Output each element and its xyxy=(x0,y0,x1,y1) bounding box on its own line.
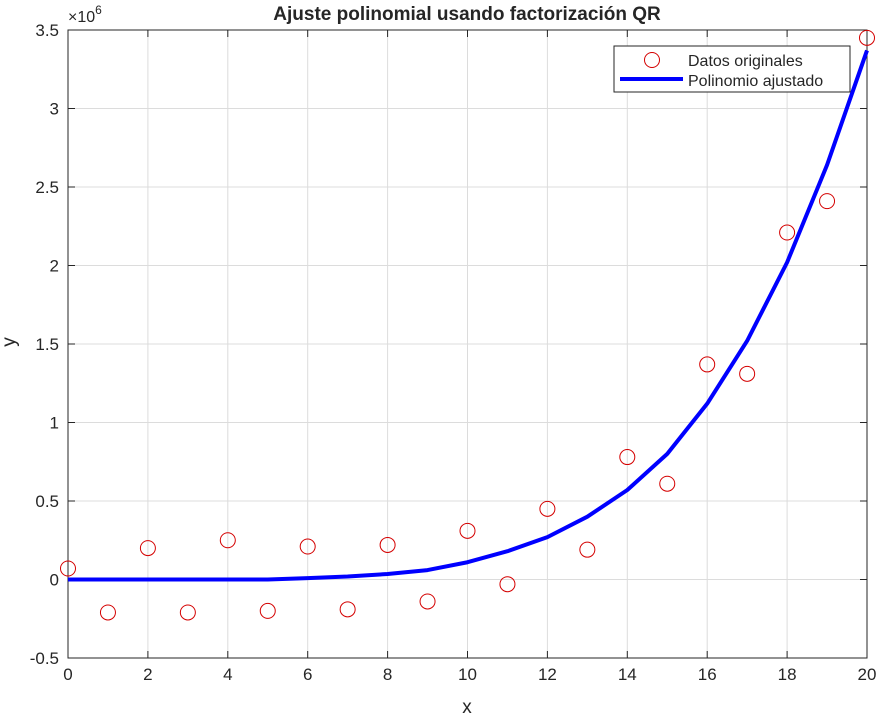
data-point xyxy=(179,604,196,621)
data-point xyxy=(539,500,556,517)
x-tick-label: 12 xyxy=(538,665,557,684)
y-axis-label: y xyxy=(0,337,20,347)
legend[interactable]: Datos originales Polinomio ajustado xyxy=(613,45,851,93)
y-tick-label: 2.5 xyxy=(35,178,59,197)
data-point xyxy=(779,224,796,241)
data-point xyxy=(739,365,756,382)
legend-box xyxy=(613,45,851,93)
data-point xyxy=(699,356,716,373)
data-point xyxy=(299,538,316,555)
x-tick-label: 10 xyxy=(458,665,477,684)
data-point xyxy=(619,449,636,466)
x-axis-label: x xyxy=(462,697,472,715)
data-point xyxy=(139,540,156,557)
fitted-polynomial-line xyxy=(68,49,869,582)
x-tick-label: 2 xyxy=(143,665,152,684)
y-exponent-base: ×10 xyxy=(68,9,95,26)
x-tick-label: 4 xyxy=(223,665,232,684)
axis-ticks: 0 2 4 6 8 10 12 14 16 18 20-0.500.511.522.533.5 xyxy=(30,21,877,684)
data-point xyxy=(659,475,676,492)
data-point xyxy=(379,536,396,553)
y-tick-label: 3.5 xyxy=(35,21,59,40)
data-point xyxy=(339,601,356,618)
y-tick-label: 0 xyxy=(50,571,59,590)
x-tick-label: 16 xyxy=(698,665,717,684)
y-tick-label: 2 xyxy=(50,257,59,276)
y-tick-label: 1.5 xyxy=(35,335,59,354)
data-point xyxy=(60,560,76,577)
y-tick-label: 1 xyxy=(50,414,59,433)
data-point xyxy=(819,193,836,210)
data-point xyxy=(219,532,236,549)
x-tick-label: 6 xyxy=(303,665,312,684)
data-point xyxy=(579,541,596,558)
chart-title: Ajuste polinomial usando factorización Q… xyxy=(273,4,661,25)
y-tick-label: -0.5 xyxy=(30,649,59,668)
data-point xyxy=(459,522,476,539)
y-tick-label: 0.5 xyxy=(35,492,59,511)
x-tick-label: 20 xyxy=(858,665,877,684)
data-point xyxy=(419,593,436,610)
legend-marker-datos xyxy=(644,52,660,68)
y-exponent-label: ×106 xyxy=(68,3,102,26)
x-tick-label: 8 xyxy=(383,665,392,684)
data-point xyxy=(259,602,276,619)
data-point xyxy=(859,29,875,46)
x-tick-label: 14 xyxy=(618,665,637,684)
x-tick-label: 18 xyxy=(778,665,797,684)
x-tick-label: 0 xyxy=(63,665,72,684)
data-point xyxy=(99,604,116,621)
data-point xyxy=(499,576,516,593)
y-tick-label: 3 xyxy=(50,100,59,119)
legend-label-polinomio: Polinomio ajustado xyxy=(688,73,823,90)
y-exponent-power: 6 xyxy=(95,3,102,17)
legend-label-datos: Datos originales xyxy=(688,53,803,70)
plot-area[interactable] xyxy=(60,29,875,621)
